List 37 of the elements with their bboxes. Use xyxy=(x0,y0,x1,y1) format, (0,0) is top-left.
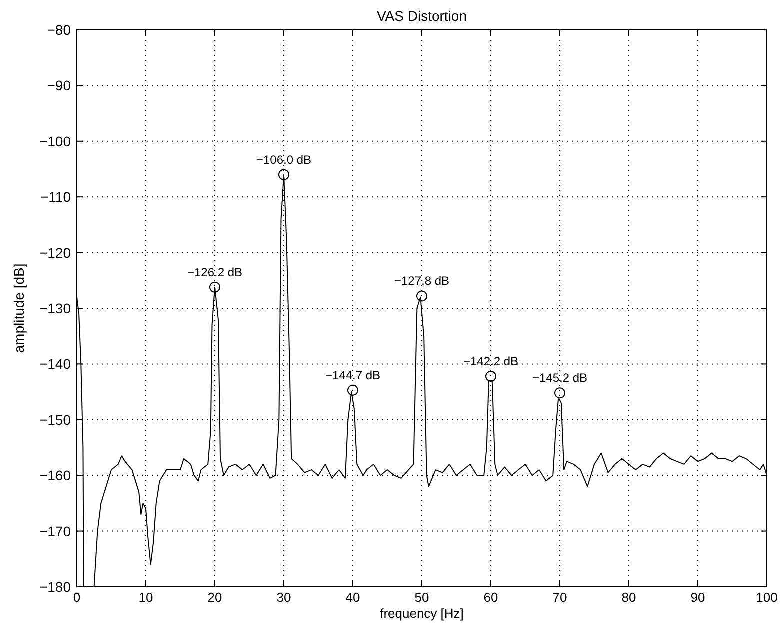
y-tick-label: −180 xyxy=(39,579,72,595)
x-tick-label: 0 xyxy=(73,590,81,605)
data-label: −126.2 dB xyxy=(187,265,243,280)
y-tick-label: −130 xyxy=(39,300,72,316)
point xyxy=(278,169,290,180)
x-tick-label: 70 xyxy=(552,590,568,605)
chart-title: VAS Distortion xyxy=(377,8,467,24)
x-tick-label: 100 xyxy=(756,590,778,605)
y-tick-label: −160 xyxy=(39,468,72,484)
point xyxy=(416,290,428,302)
data-label: −144.7 dB xyxy=(325,368,381,382)
x-tick-label: 10 xyxy=(138,590,154,605)
x-axis-title: frequency [Hz] xyxy=(380,606,464,621)
x-tick-label: 90 xyxy=(690,590,706,605)
data-label: −106.0 dB xyxy=(256,152,312,167)
x-tick-label: 20 xyxy=(208,590,222,605)
y-tick-label: −90 xyxy=(47,78,72,94)
data-label: −127.8 dB xyxy=(394,274,450,288)
y-tick-label: −120 xyxy=(39,244,72,261)
y-tick-label: −170 xyxy=(39,523,72,540)
y-tick-label: −100 xyxy=(39,133,72,150)
x-tick-label: 80 xyxy=(622,590,636,605)
x-tick-label: 60 xyxy=(484,590,498,605)
y-axis-title: amplitude [dB] xyxy=(11,264,27,354)
point xyxy=(486,370,496,382)
y-tick-label: −140 xyxy=(39,356,72,372)
point xyxy=(554,388,566,399)
y-tick-label: −80 xyxy=(47,22,72,38)
y-tick-label: −150 xyxy=(39,412,72,428)
x-tick-label: 40 xyxy=(346,590,360,605)
data-label: −145.2 dB xyxy=(532,371,588,386)
y-tick-label: −110 xyxy=(40,189,72,206)
point xyxy=(348,384,358,396)
data-label: −142.2 dB xyxy=(463,354,519,368)
point xyxy=(210,282,220,293)
x-tick-label: 30 xyxy=(276,590,292,605)
x-tick-label: 50 xyxy=(414,590,430,605)
